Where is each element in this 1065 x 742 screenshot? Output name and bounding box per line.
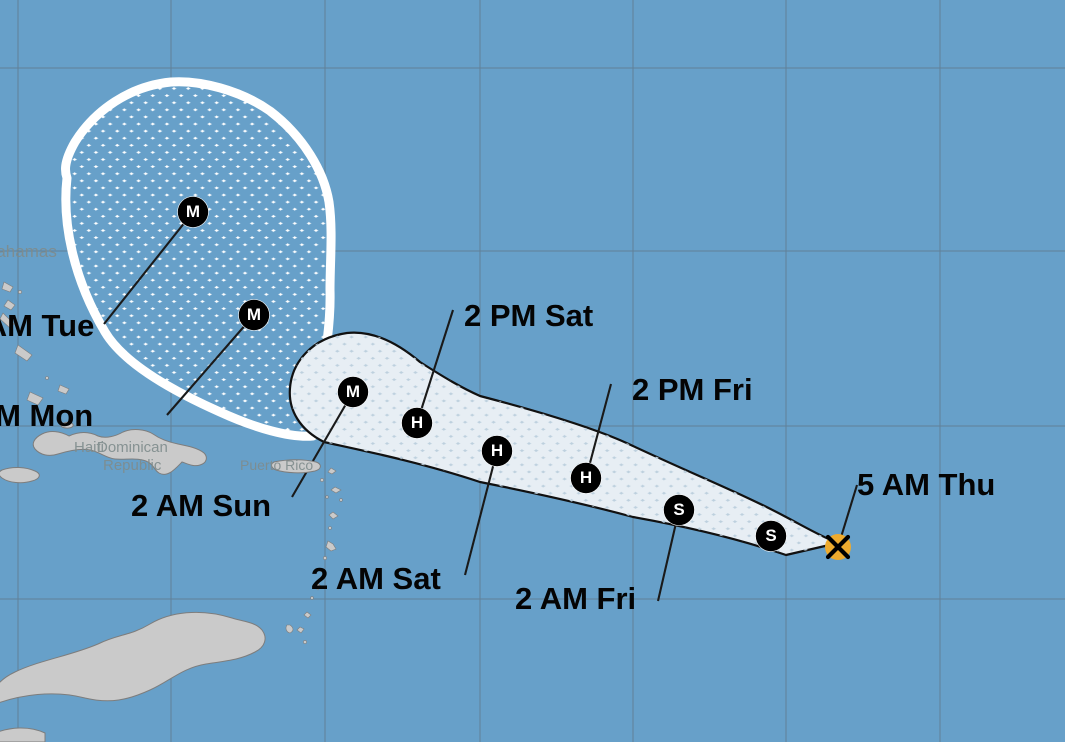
svg-text:H: H: [411, 413, 423, 432]
svg-text:2 PM Fri: 2 PM Fri: [632, 372, 753, 407]
svg-text:Puerto Rico: Puerto Rico: [240, 457, 313, 473]
svg-text:M: M: [186, 202, 200, 221]
svg-text:S: S: [673, 500, 684, 519]
svg-text:2 AM Sat: 2 AM Sat: [311, 561, 441, 596]
svg-text:H: H: [580, 468, 592, 487]
svg-text:M: M: [346, 382, 360, 401]
svg-text:M: M: [247, 305, 261, 324]
svg-text:2 PM Sat: 2 PM Sat: [464, 298, 593, 333]
svg-text:5 AM Thu: 5 AM Thu: [857, 467, 995, 502]
svg-text:S: S: [765, 526, 776, 545]
svg-text:Bahamas: Bahamas: [0, 242, 57, 261]
svg-text:2 AM Mon: 2 AM Mon: [0, 398, 93, 433]
svg-text:2 AM Tue: 2 AM Tue: [0, 308, 94, 343]
svg-text:Dominican: Dominican: [97, 439, 168, 456]
svg-text:Republic: Republic: [103, 457, 162, 474]
svg-text:2 AM Fri: 2 AM Fri: [515, 581, 636, 616]
svg-text:H: H: [491, 441, 503, 460]
svg-text:2 AM Sun: 2 AM Sun: [131, 488, 271, 523]
